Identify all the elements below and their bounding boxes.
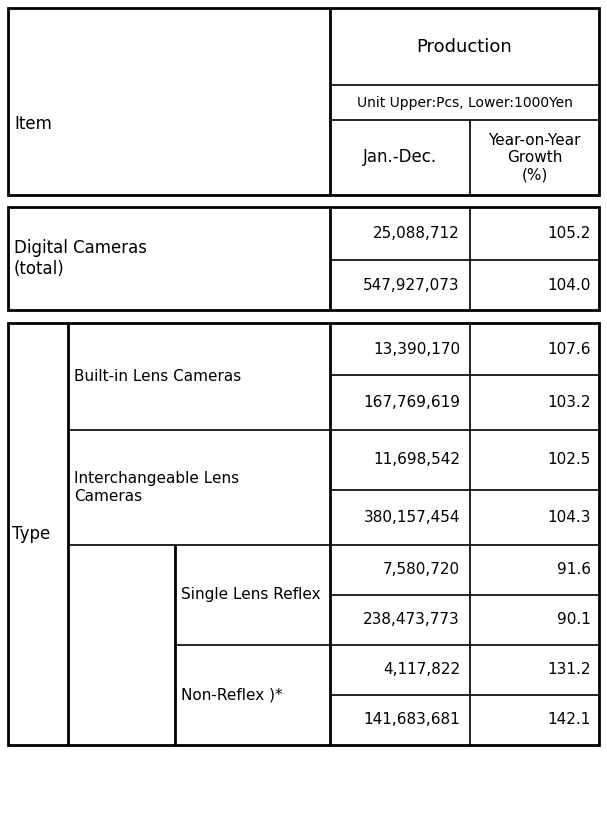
Text: 105.2: 105.2 (548, 226, 591, 241)
Text: 142.1: 142.1 (548, 712, 591, 727)
Text: Item: Item (14, 115, 52, 133)
Text: 102.5: 102.5 (548, 453, 591, 468)
Text: Type: Type (12, 525, 50, 543)
Text: Digital Cameras
(total): Digital Cameras (total) (14, 239, 147, 278)
Text: 107.6: 107.6 (548, 342, 591, 357)
Text: 13,390,170: 13,390,170 (373, 342, 460, 357)
Text: Production: Production (416, 38, 512, 55)
Text: 104.3: 104.3 (548, 510, 591, 525)
Text: Built-in Lens Cameras: Built-in Lens Cameras (74, 369, 241, 384)
Text: Year-on-Year
Growth
(%): Year-on-Year Growth (%) (488, 133, 581, 182)
Text: 25,088,712: 25,088,712 (373, 226, 460, 241)
Text: Single Lens Reflex: Single Lens Reflex (181, 588, 320, 603)
Text: Interchangeable Lens
Cameras: Interchangeable Lens Cameras (74, 471, 239, 504)
Text: 90.1: 90.1 (557, 613, 591, 627)
Text: 11,698,542: 11,698,542 (373, 453, 460, 468)
Text: Non-Reflex )*: Non-Reflex )* (181, 687, 283, 702)
Text: 104.0: 104.0 (548, 277, 591, 292)
Bar (8, 323, 599, 745)
Text: 131.2: 131.2 (548, 662, 591, 677)
Text: 7,580,720: 7,580,720 (383, 563, 460, 578)
Text: 167,769,619: 167,769,619 (363, 395, 460, 410)
Text: 238,473,773: 238,473,773 (363, 613, 460, 627)
Text: Unit Upper:Pcs, Lower:1000Yen: Unit Upper:Pcs, Lower:1000Yen (356, 95, 572, 109)
Text: 103.2: 103.2 (548, 395, 591, 410)
Text: 380,157,454: 380,157,454 (364, 510, 460, 525)
Text: 547,927,073: 547,927,073 (364, 277, 460, 292)
Text: Jan.-Dec.: Jan.-Dec. (363, 149, 437, 166)
Text: 91.6: 91.6 (557, 563, 591, 578)
Text: 4,117,822: 4,117,822 (383, 662, 460, 677)
Bar (8, 207, 599, 310)
Bar (8, 8, 599, 195)
Text: 141,683,681: 141,683,681 (363, 712, 460, 727)
